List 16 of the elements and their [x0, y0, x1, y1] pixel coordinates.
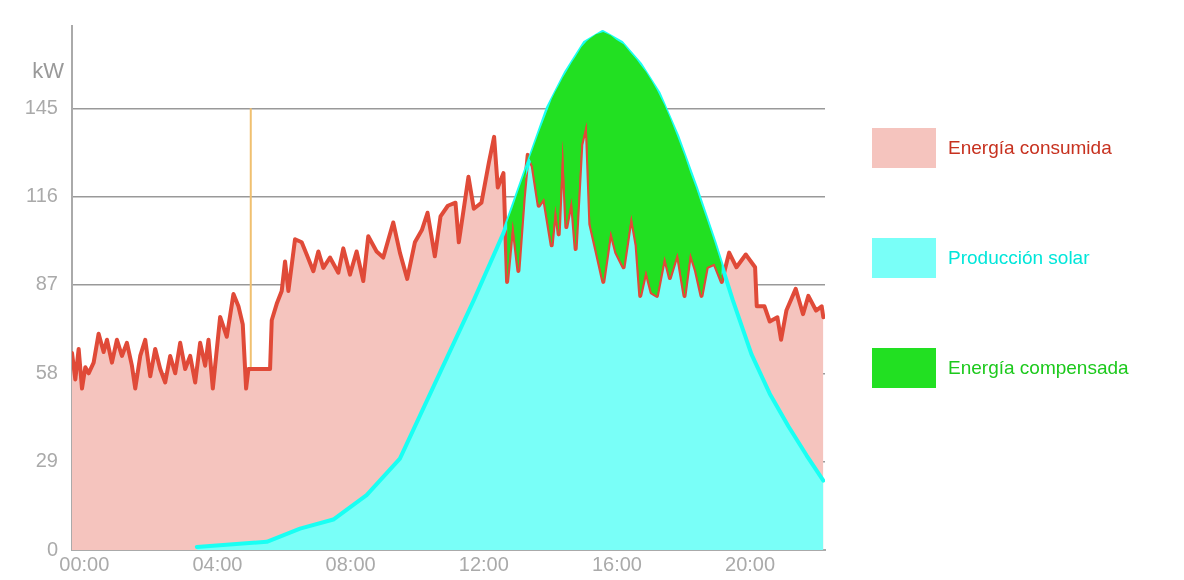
y-tick-label: 29 [35, 449, 58, 472]
y-tick-label: 116 [26, 184, 58, 207]
y-axis-title: kW [32, 58, 65, 84]
legend-label: Producción solar [948, 247, 1090, 269]
x-tick-label: 04:00 [192, 552, 243, 575]
x-tick-label: 20:00 [725, 552, 776, 575]
y-tick-label: 145 [24, 95, 58, 118]
x-tick-label: 08:00 [325, 552, 376, 575]
y-tick-label: 58 [35, 360, 58, 383]
x-tick-label: 00:00 [59, 552, 110, 575]
legend-label: Energía compensada [948, 357, 1129, 379]
x-tick-label: 16:00 [591, 552, 642, 575]
y-tick-label: 87 [35, 272, 58, 295]
x-tick-label: 12:00 [458, 552, 509, 575]
y-tick-label: 0 [46, 537, 58, 560]
legend-label: Energía consumida [948, 137, 1112, 159]
